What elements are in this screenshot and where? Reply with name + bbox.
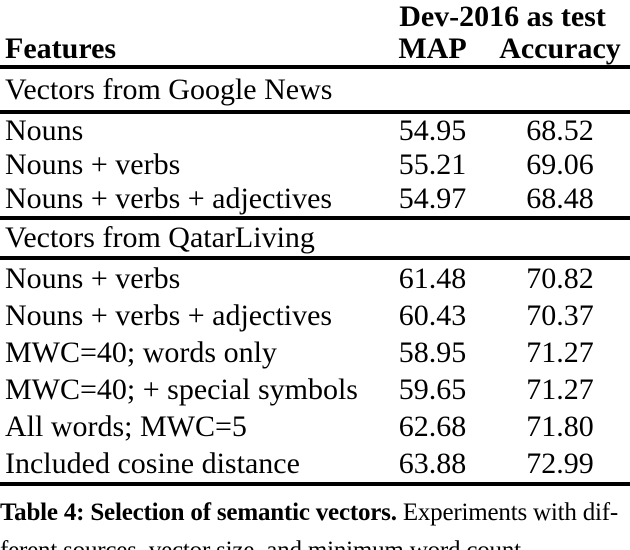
- section-header-google-news: Vectors from Google News: [0, 67, 630, 114]
- table-row: Nouns + verbs 55.21 69.06: [0, 148, 630, 182]
- group-header-row: Dev-2016 as test: [0, 0, 630, 33]
- map-cell: 62.68: [398, 409, 467, 443]
- accuracy-cell: 70.82: [526, 261, 594, 295]
- results-table: Dev-2016 as test Features MAP Accuracy V…: [0, 0, 630, 486]
- map-cell: 58.95: [398, 335, 467, 369]
- feature-cell: MWC=40; words only: [5, 335, 277, 369]
- table-row: Included cosine distance 63.88 72.99: [0, 445, 630, 486]
- map-cell: 63.88: [375, 445, 490, 486]
- table-row: MWC=40; words only 58.95 71.27: [0, 334, 630, 371]
- table-row: Nouns + verbs + adjectives 54.97 68.48: [0, 182, 630, 218]
- table-row: Nouns 54.95 68.52: [0, 112, 630, 148]
- accuracy-cell: 69.06: [526, 148, 594, 181]
- caption-line-2: ferent sources, vector size, and minimum…: [0, 532, 630, 550]
- accuracy-cell: 68.48: [526, 182, 594, 215]
- map-cell: 55.21: [398, 148, 467, 181]
- section-title: Vectors from QatarLiving: [0, 216, 630, 260]
- table-row: Nouns + verbs 61.48 70.82: [0, 258, 630, 297]
- accuracy-cell: 71.27: [526, 335, 594, 369]
- feature-cell: Included cosine distance: [0, 445, 375, 486]
- feature-cell: Nouns + verbs + adjectives: [5, 182, 333, 215]
- caption-text-start: Experiments with dif-: [396, 499, 619, 526]
- map-cell: 60.43: [398, 298, 467, 332]
- accuracy-cell: 70.37: [526, 298, 594, 332]
- map-cell: 54.95: [398, 114, 467, 147]
- feature-cell: Nouns + verbs: [5, 261, 181, 295]
- group-header: Dev-2016 as test: [399, 0, 606, 33]
- feature-cell: MWC=40; + special symbols: [5, 372, 358, 406]
- section-title: Vectors from Google News: [0, 67, 630, 114]
- section-header-qatarliving: Vectors from QatarLiving: [0, 216, 630, 260]
- column-header-row: Features MAP Accuracy: [0, 33, 630, 69]
- accuracy-cell: 68.52: [526, 114, 594, 147]
- map-cell: 54.97: [398, 182, 467, 215]
- feature-cell: All words; MWC=5: [5, 409, 247, 443]
- map-cell: 59.65: [398, 372, 467, 406]
- empty-header-cell: [0, 0, 375, 33]
- column-header-accuracy: Accuracy: [490, 33, 630, 69]
- column-header-features: Features: [0, 33, 375, 69]
- accuracy-cell: 71.27: [526, 372, 594, 406]
- caption-label: Table 4: Selection of semantic vectors.: [0, 499, 397, 526]
- caption-line-1: Table 4: Selection of semantic vectors. …: [0, 494, 630, 532]
- table-row: All words; MWC=5 62.68 71.80: [0, 408, 630, 445]
- map-cell: 61.48: [398, 261, 467, 295]
- table-row: Nouns + verbs + adjectives 60.43 70.37: [0, 297, 630, 334]
- feature-cell: Nouns: [5, 114, 84, 147]
- table-caption: Table 4: Selection of semantic vectors. …: [0, 494, 630, 550]
- table-row: MWC=40; + special symbols 59.65 71.27: [0, 371, 630, 408]
- accuracy-cell: 71.80: [526, 409, 594, 443]
- feature-cell: Nouns + verbs + adjectives: [5, 298, 333, 332]
- accuracy-cell: 72.99: [490, 445, 630, 486]
- feature-cell: Nouns + verbs: [5, 148, 181, 181]
- column-header-map: MAP: [375, 33, 490, 69]
